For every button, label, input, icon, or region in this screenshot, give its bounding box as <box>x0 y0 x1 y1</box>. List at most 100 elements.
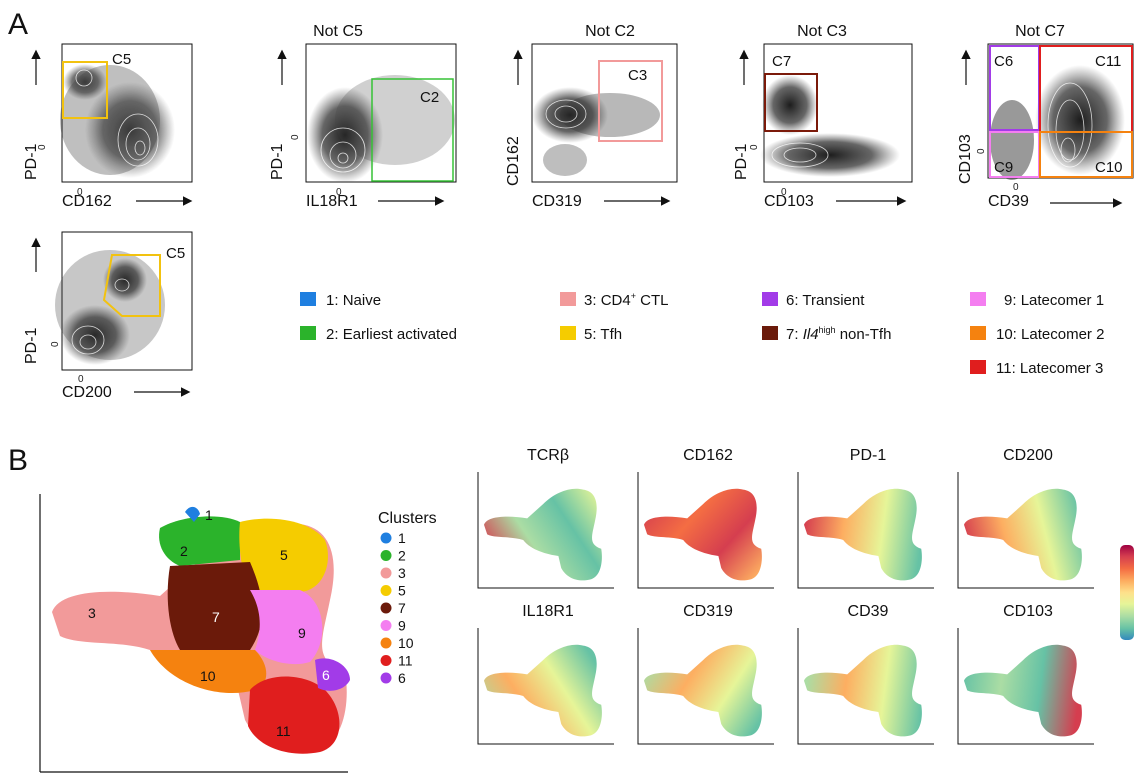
umap-cluster-plot: 1 2 3 5 7 9 10 11 6 <box>39 494 350 773</box>
y-axis-label: CD162 <box>505 136 522 186</box>
feature-plot-title: IL18R1 <box>522 603 574 620</box>
gate-label: C5 <box>166 245 185 262</box>
cluster-dot <box>380 655 392 666</box>
cluster-region-5 <box>239 518 328 592</box>
cluster-label: 2 <box>180 543 188 559</box>
gate-label: C10 <box>1095 159 1123 176</box>
y-axis-label: PD-1 <box>269 143 286 180</box>
feature-plot: CD39 <box>797 603 934 745</box>
cluster-label: 7 <box>212 609 220 625</box>
gate-c10 <box>1039 131 1133 178</box>
cluster-region-7 <box>167 562 263 650</box>
clusters-legend-item: 6 <box>380 670 406 686</box>
feature-plot-title: CD103 <box>1003 603 1053 620</box>
cluster-id-label: 2 <box>398 548 406 564</box>
cluster-region-6 <box>315 658 350 691</box>
gate-label: C9 <box>994 159 1013 176</box>
svg-text:9: Latecomer 1: 9: Latecomer 1 <box>1004 292 1104 309</box>
feature-plot-title: CD319 <box>683 603 733 620</box>
flow-plot-il18r1-pd1: Not C5 C2 0 0 PD-1 IL18R1 <box>269 23 457 210</box>
svg-text:7: Il4high non-Tfh: 7: Il4high non-Tfh <box>786 325 891 343</box>
gate-label: C5 <box>112 51 131 68</box>
gate-label: C7 <box>772 53 791 70</box>
cluster-dot <box>380 567 392 579</box>
feature-plot-title: CD162 <box>683 447 733 464</box>
cluster-id-label: 7 <box>398 600 406 616</box>
x-tick-zero: 0 <box>336 187 342 198</box>
legend-item: 3: CD4+ CTL <box>560 291 668 309</box>
panel-a-letter: A <box>8 8 28 41</box>
clusters-legend-item: 5 <box>380 583 406 599</box>
cluster-label: 6 <box>322 667 330 683</box>
y-tick-zero: 0 <box>976 148 987 154</box>
svg-text:1: Naive: 1: Naive <box>326 292 381 309</box>
feature-plot-title: CD200 <box>1003 447 1053 464</box>
flow-plot-cd162-pd1: C5 0 0 PD-1 CD162 <box>23 43 193 210</box>
y-tick-zero: 0 <box>749 144 760 150</box>
gate-label: C3 <box>628 67 647 84</box>
panel-b-letter: B <box>8 444 28 477</box>
x-tick-zero: 0 <box>781 187 787 198</box>
svg-text:3: CD4+ CTL: 3: CD4+ CTL <box>584 291 668 309</box>
cluster-region-9 <box>250 590 323 665</box>
y-tick-zero: 0 <box>50 341 61 347</box>
cluster-region-10 <box>150 650 267 694</box>
plot-title: Not C5 <box>313 23 363 40</box>
gate-c5 <box>102 254 161 317</box>
clusters-legend-item: 2 <box>380 548 406 564</box>
y-tick-zero: 0 <box>37 144 48 150</box>
x-axis-label: CD39 <box>988 193 1029 210</box>
legend-item: 5: Tfh <box>560 326 622 343</box>
x-tick-zero: 0 <box>77 187 83 198</box>
legend-item: 7: Il4high non-Tfh <box>762 325 891 343</box>
feature-plot-embedding <box>964 488 1082 581</box>
y-axis-label: CD103 <box>957 134 974 184</box>
cluster-id-label: 9 <box>398 618 406 634</box>
cluster-label: 1 <box>205 507 213 523</box>
x-tick-zero: 0 <box>1013 182 1019 193</box>
feature-plot-embedding <box>964 644 1082 737</box>
cluster-label: 11 <box>276 723 291 739</box>
feature-plot-axes <box>957 472 1094 589</box>
feature-plot-embedding <box>644 644 762 737</box>
cluster-label: 3 <box>88 605 96 621</box>
feature-plot-title: PD-1 <box>850 447 887 464</box>
legend-item: 11: Latecomer 3 <box>970 360 1103 377</box>
cluster-dot <box>380 602 392 614</box>
cluster-id-label: 11 <box>398 653 413 669</box>
feature-plot: CD319 <box>637 603 774 745</box>
x-tick-zero: 0 <box>78 374 84 385</box>
flow-plot-cd39-cd103: Not C7 C6 C11 C9 C10 0 0 CD103 CD39 <box>957 23 1134 210</box>
svg-text:11: Latecomer 3: 11: Latecomer 3 <box>996 360 1103 377</box>
plot-title: Not C3 <box>797 23 847 40</box>
cluster-dot <box>380 620 392 631</box>
feature-plot: PD-1 <box>797 447 934 589</box>
flow-plot-cd103-pd1: Not C3 C7 0 0 PD-1 CD103 <box>733 23 913 210</box>
flow-plot-cd200-pd1: C5 0 0 PD-1 CD200 <box>23 231 193 401</box>
gate-c3 <box>598 60 663 142</box>
feature-plot-title: CD39 <box>848 603 889 620</box>
gate-c5 <box>62 61 108 119</box>
feature-plot-axes <box>797 628 934 745</box>
y-tick-zero: 0 <box>290 134 301 140</box>
feature-plot-axes <box>477 472 614 589</box>
x-axis-label: CD162 <box>62 193 112 210</box>
cluster-id-label: 10 <box>398 635 414 651</box>
feature-plot-embedding <box>644 488 762 581</box>
cluster-id-label: 1 <box>398 530 406 546</box>
feature-plot-axes <box>477 628 614 745</box>
gate-label: C11 <box>1095 53 1121 70</box>
cluster-label: 5 <box>280 547 288 563</box>
feature-plot-embedding <box>804 644 922 737</box>
gate-c7 <box>764 73 818 132</box>
legend-item: 9: Latecomer 1 <box>970 292 1104 309</box>
flow-plot-cd319-cd162: Not C2 C3 CD162 CD319 <box>505 23 678 210</box>
gate-c2 <box>371 78 454 182</box>
x-axis-label: IL18R1 <box>306 193 358 210</box>
feature-plot: CD162 <box>637 447 774 589</box>
cluster-region-11 <box>248 676 340 754</box>
svg-text:6: Transient: 6: Transient <box>786 292 865 309</box>
svg-text:5: Tfh: 5: Tfh <box>584 326 622 343</box>
colorbar <box>1120 545 1134 640</box>
x-axis-label: CD103 <box>764 193 814 210</box>
